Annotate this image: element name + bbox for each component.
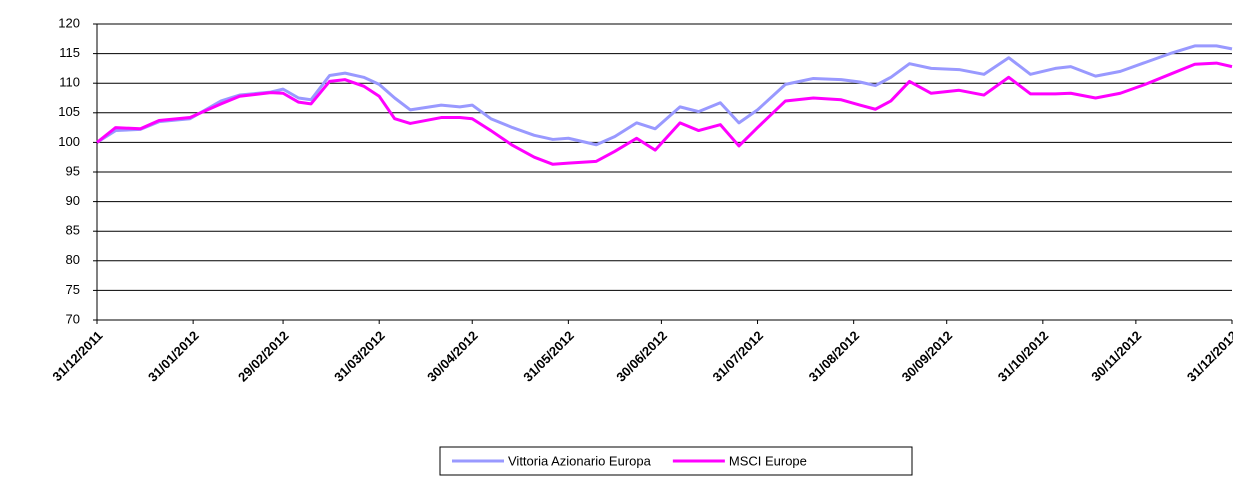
legend-box xyxy=(439,446,913,476)
x-tick-label: 31/10/2012 xyxy=(995,328,1052,385)
y-tick-label: 85 xyxy=(66,223,80,238)
x-tick-label: 30/11/2012 xyxy=(1088,328,1144,384)
x-tick-label: 31/05/2012 xyxy=(520,328,577,385)
x-tick-label: 29/02/2012 xyxy=(235,328,292,385)
y-tick-label: 80 xyxy=(66,252,80,267)
y-tick-label: 120 xyxy=(58,15,80,30)
x-tick-label: 31/12/2012 xyxy=(1184,328,1233,385)
legend-label: Vittoria Azionario Europa xyxy=(508,453,652,468)
x-tick-label: 30/09/2012 xyxy=(899,328,956,385)
x-tick-label: 30/04/2012 xyxy=(424,328,481,385)
y-tick-label: 115 xyxy=(59,45,80,60)
y-tick-label: 95 xyxy=(66,163,80,178)
x-tick-label: 30/06/2012 xyxy=(613,328,670,385)
y-tick-label: 90 xyxy=(66,193,80,208)
y-tick-label: 110 xyxy=(59,75,80,90)
x-tick-label: 31/03/2012 xyxy=(331,328,388,385)
x-tick-label: 31/12/2011 xyxy=(49,328,105,384)
x-tick-label: 31/08/2012 xyxy=(806,328,863,385)
y-tick-label: 70 xyxy=(66,311,80,326)
y-tick-label: 75 xyxy=(66,282,80,297)
x-tick-label: 31/01/2012 xyxy=(145,328,202,385)
x-tick-label: 31/07/2012 xyxy=(709,328,766,385)
y-tick-label: 100 xyxy=(58,134,80,149)
y-tick-label: 105 xyxy=(58,104,80,119)
series-line xyxy=(96,44,1233,147)
legend-label: MSCI Europe xyxy=(729,453,807,468)
series-line xyxy=(96,61,1233,166)
